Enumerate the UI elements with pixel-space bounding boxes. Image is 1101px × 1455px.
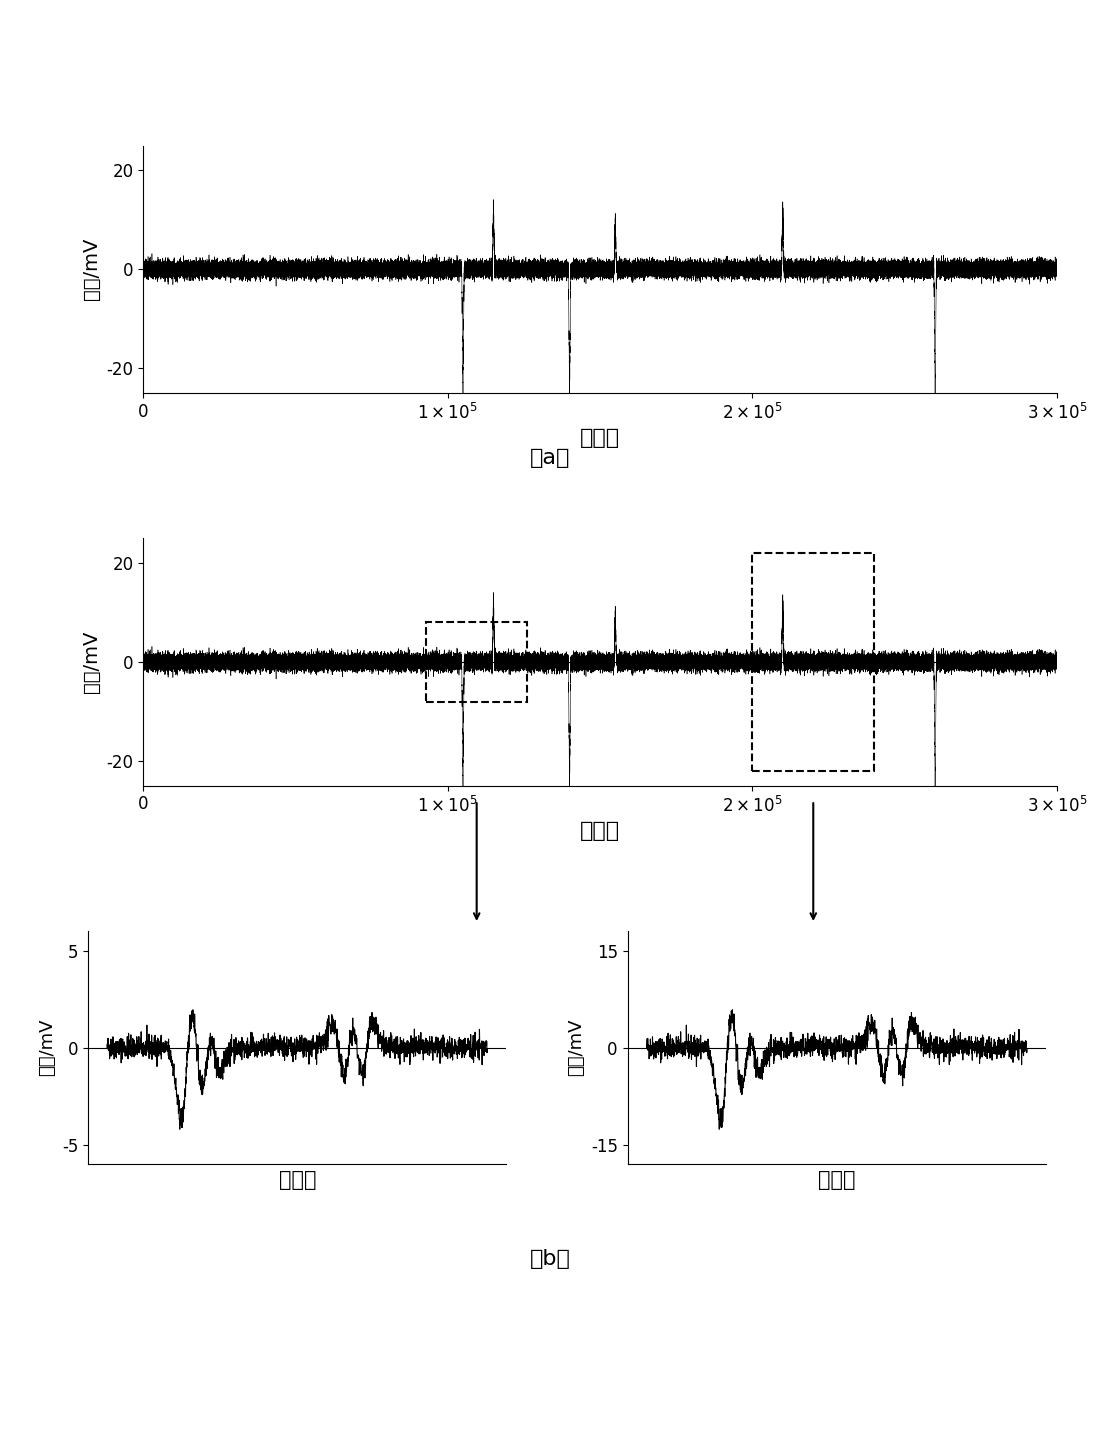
Y-axis label: 幅值/mV: 幅值/mV: [567, 1018, 586, 1077]
Y-axis label: 幅值/mV: 幅值/mV: [81, 239, 101, 300]
X-axis label: 采样点: 采样点: [818, 1170, 855, 1190]
Text: （b）: （b）: [530, 1248, 571, 1269]
Bar: [426, 623, 527, 701]
Bar: [752, 553, 874, 771]
X-axis label: 采样点: 采样点: [580, 821, 620, 841]
Y-axis label: 幅值/mV: 幅值/mV: [81, 631, 101, 693]
X-axis label: 采样点: 采样点: [279, 1170, 316, 1190]
Text: （a）: （a）: [531, 448, 570, 469]
Y-axis label: 幅值/mV: 幅值/mV: [39, 1018, 56, 1077]
X-axis label: 采样点: 采样点: [580, 428, 620, 448]
